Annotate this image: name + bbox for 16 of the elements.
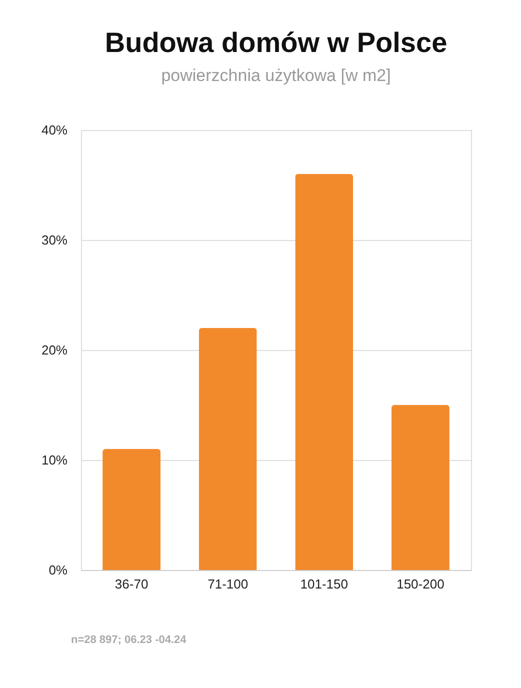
y-tick-label: 0%: [48, 562, 68, 578]
x-tick-label: 71-100: [208, 576, 248, 592]
bar: [391, 405, 450, 570]
text: n=28 897; 06.23 -04.24: [71, 634, 188, 646]
x-tick-label: 101-150: [300, 576, 348, 592]
x-tick-label: 36-70: [114, 576, 148, 592]
chart-title: Budowa domów w Polsce: [104, 27, 448, 58]
y-tick-label: 30%: [41, 232, 68, 248]
x-tick-label: 150-200: [396, 576, 444, 592]
y-tick-label: 20%: [41, 342, 68, 358]
chart-subtitle: powierzchnia użytkowa [w m2]: [161, 66, 391, 85]
y-tick-label: 40%: [41, 122, 68, 138]
y-tick-label: 10%: [41, 452, 68, 468]
bar: [295, 174, 354, 570]
bar: [102, 449, 161, 570]
bar: [198, 328, 257, 570]
